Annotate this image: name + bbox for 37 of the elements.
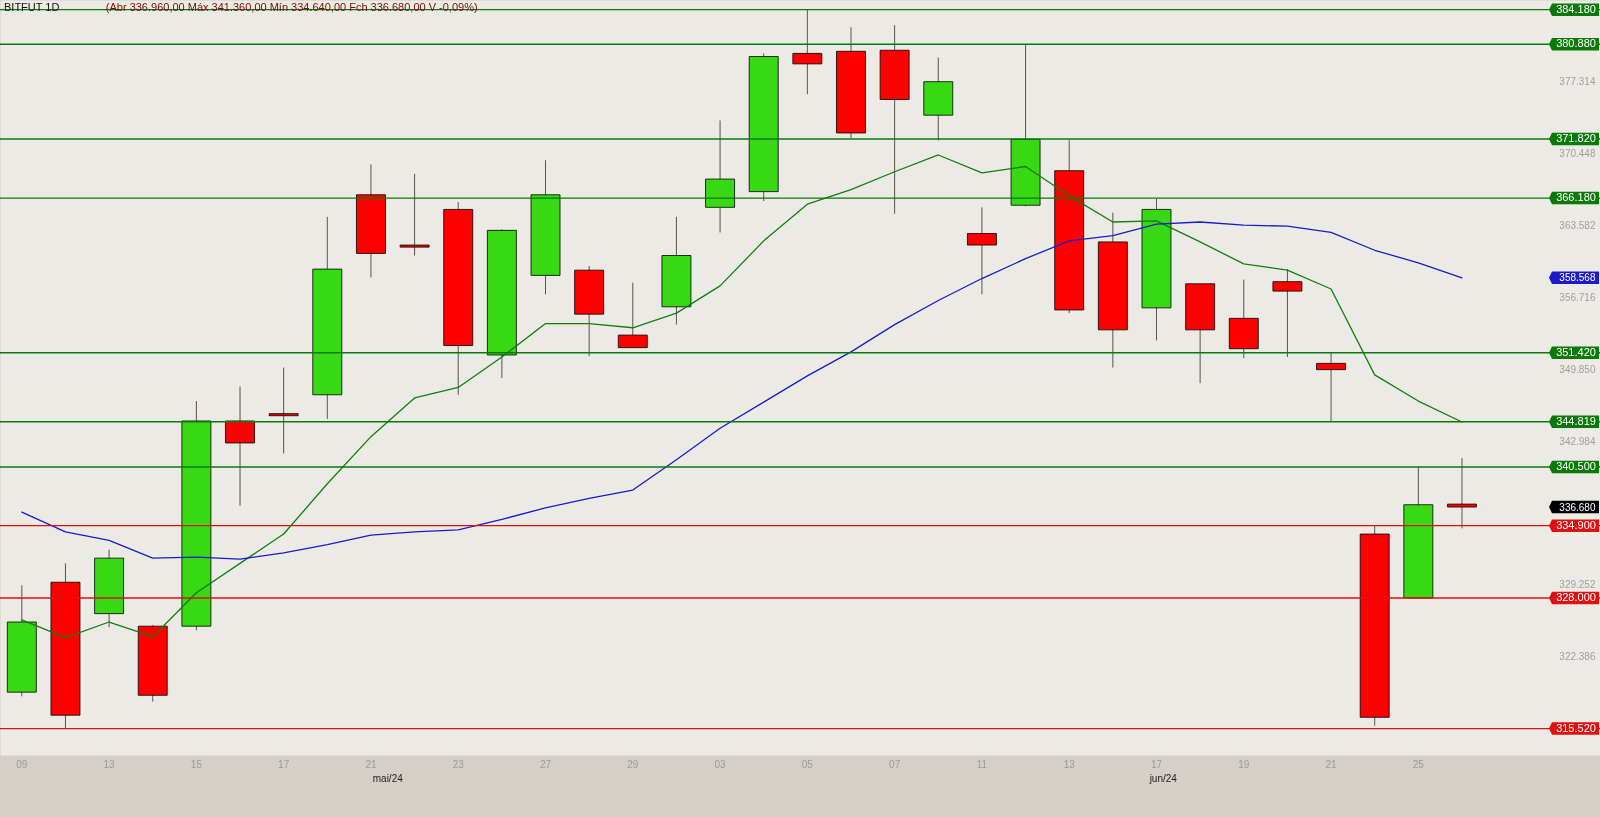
y-tick-label: 336.680 — [1559, 501, 1596, 513]
x-tick-label: 21 — [1325, 758, 1338, 770]
line-series — [21, 221, 1463, 560]
x-tick-label: 21 — [365, 758, 377, 770]
ref-line-label: 384.180 — [1556, 2, 1596, 15]
candlestick — [967, 206, 997, 295]
ref-line-label: 351.420 — [1556, 345, 1596, 358]
x-tick-label: 11 — [976, 758, 988, 770]
x-tick-label: 03 — [714, 758, 727, 770]
y-tick-label: 329.252 — [1559, 579, 1596, 591]
y-tick-label: 370.448 — [1559, 147, 1596, 159]
y-tick-label: 349.850 — [1559, 363, 1596, 375]
ref-line-label: 344.819 — [1556, 414, 1596, 427]
ref-line-label: 328.000 — [1556, 590, 1596, 603]
ref-line-label: 366.180 — [1556, 191, 1596, 204]
x-tick-label: 13 — [103, 758, 116, 770]
ref-line-label: 334.900 — [1556, 518, 1596, 531]
y-tick-label: 356.716 — [1559, 291, 1596, 303]
x-tick-label: 13 — [1063, 758, 1076, 770]
ref-line-label: 380.880 — [1556, 37, 1596, 50]
candlestick — [399, 173, 430, 257]
candlestick — [1316, 352, 1346, 422]
candlestick — [268, 367, 299, 454]
ref-line-label: 315.520 — [1556, 721, 1596, 734]
candlestick — [1447, 457, 1477, 529]
y-tick-label: 363.582 — [1559, 219, 1596, 231]
ref-line-label: 340.500 — [1556, 460, 1596, 473]
ref-line-label: 371.820 — [1556, 132, 1596, 145]
y-tick-label: 322.386 — [1559, 651, 1596, 663]
candlestick — [1272, 268, 1303, 358]
text: jun/24 — [1148, 773, 1178, 784]
y-tick-label: 342.984 — [1559, 435, 1596, 447]
text: mai/24 — [372, 773, 404, 784]
candlestick — [792, 8, 823, 95]
y-tick-label: 377.314 — [1559, 76, 1596, 88]
y-tick-label: 358.568 — [1559, 272, 1596, 284]
x-tick-label: 23 — [452, 758, 465, 770]
